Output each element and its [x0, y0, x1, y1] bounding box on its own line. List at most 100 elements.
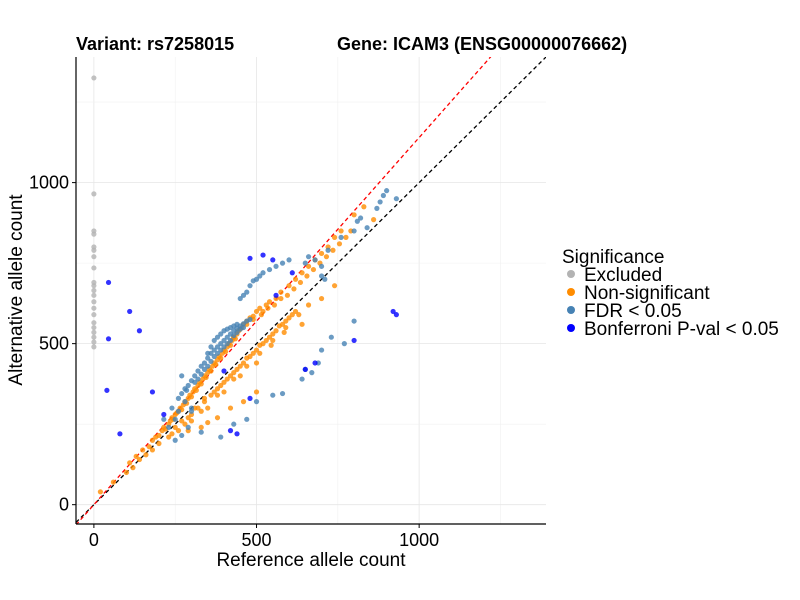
data-point	[91, 75, 97, 81]
data-point	[336, 241, 343, 247]
data-point	[371, 217, 377, 223]
data-point	[278, 295, 284, 302]
data-point	[192, 373, 198, 379]
data-point	[91, 320, 97, 326]
data-point	[253, 308, 260, 315]
data-point	[185, 424, 191, 430]
data-point	[244, 363, 250, 369]
data-point	[231, 421, 237, 427]
data-point	[198, 363, 204, 369]
data-point	[299, 321, 305, 327]
data-point	[195, 368, 201, 374]
data-point	[231, 332, 237, 339]
data-point	[205, 419, 211, 426]
y-tick-label: 0	[59, 495, 69, 515]
data-point	[237, 295, 243, 302]
data-point	[351, 337, 357, 344]
data-point	[156, 440, 162, 447]
data-point	[318, 347, 325, 353]
data-point	[273, 328, 279, 334]
data-point	[297, 279, 304, 286]
data-point	[270, 331, 276, 337]
data-point	[276, 323, 282, 329]
data-point	[265, 305, 271, 311]
data-point	[266, 299, 273, 305]
data-point	[185, 382, 191, 389]
data-point	[213, 361, 219, 368]
data-point	[182, 421, 188, 427]
data-point	[227, 373, 234, 379]
x-axis-title: Reference allele count	[216, 550, 406, 571]
data-point	[393, 196, 399, 202]
y-tick-label: 1000	[29, 173, 69, 193]
data-point	[318, 295, 325, 302]
data-point	[175, 428, 182, 434]
data-point	[172, 416, 178, 422]
data-point	[289, 270, 295, 276]
legend-key	[567, 288, 575, 296]
data-point	[268, 342, 274, 348]
data-point	[244, 416, 250, 422]
data-point	[172, 424, 178, 430]
data-point	[343, 234, 349, 240]
data-point	[166, 424, 172, 430]
data-point	[205, 350, 211, 356]
data-point	[318, 273, 325, 279]
x-tick-label: 0	[89, 530, 99, 550]
data-point	[289, 312, 295, 318]
data-point	[384, 188, 390, 194]
data-point	[91, 283, 97, 289]
data-point	[296, 312, 302, 318]
data-point	[218, 331, 224, 337]
legend-label: Non-significant	[584, 283, 710, 304]
data-point	[188, 418, 195, 424]
data-point	[244, 355, 250, 361]
data-point	[205, 405, 211, 411]
data-point	[279, 390, 286, 397]
data-point	[224, 341, 230, 347]
data-point	[257, 273, 263, 279]
data-point	[286, 257, 292, 263]
data-point	[97, 489, 103, 495]
legend-label: Excluded	[584, 265, 662, 286]
data-point	[156, 432, 162, 439]
data-point	[331, 283, 338, 289]
y-axis-title: Alternative allele count	[6, 194, 27, 386]
data-point	[224, 334, 230, 340]
data-point	[312, 257, 318, 263]
data-point	[318, 250, 325, 257]
data-point	[91, 339, 97, 345]
data-point	[208, 344, 214, 350]
data-point	[188, 394, 195, 400]
data-point	[105, 336, 112, 342]
data-point	[179, 373, 185, 379]
data-point	[304, 273, 310, 279]
data-point	[188, 405, 195, 411]
series-bonferroni-p-val-0-05	[104, 252, 399, 437]
data-point	[364, 225, 370, 231]
data-point	[221, 379, 227, 385]
data-point	[221, 389, 227, 395]
data-point	[117, 431, 123, 437]
data-point	[211, 347, 217, 353]
data-point	[221, 337, 227, 344]
data-point	[234, 321, 240, 327]
data-point	[270, 392, 276, 398]
data-point	[223, 349, 229, 355]
legend-key	[567, 270, 575, 278]
data-point	[312, 360, 318, 366]
data-point	[302, 260, 308, 266]
data-point	[175, 408, 182, 414]
data-point	[257, 305, 263, 311]
data-point	[175, 395, 182, 401]
data-point	[218, 434, 224, 440]
data-point	[234, 431, 240, 437]
series-fdr-0-05	[161, 188, 399, 443]
data-point	[211, 337, 217, 344]
data-point	[291, 286, 297, 292]
data-point	[169, 405, 175, 411]
data-point	[283, 324, 289, 331]
data-point	[192, 379, 198, 385]
